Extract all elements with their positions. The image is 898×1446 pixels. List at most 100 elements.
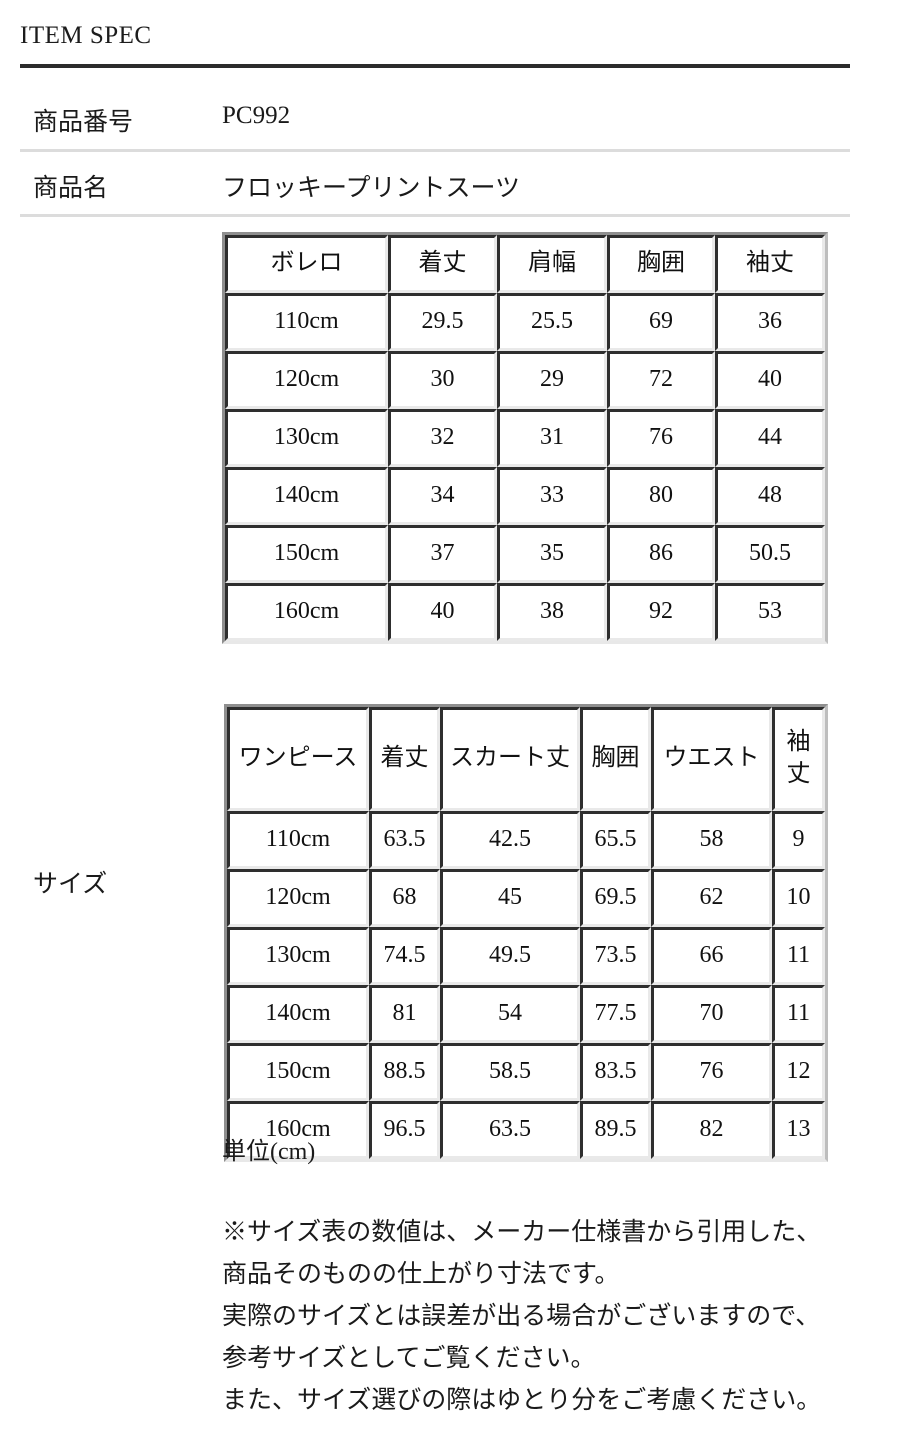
table-cell: 12 [772, 1043, 825, 1101]
table-row: 130cm 74.5 49.5 73.5 66 11 [227, 927, 825, 985]
table-cell: 54 [440, 985, 580, 1043]
table-cell: 38 [497, 583, 607, 641]
table-header-cell: 袖丈 [715, 235, 825, 293]
table-cell: 50.5 [715, 525, 825, 583]
table-header-cell: 着丈 [369, 707, 440, 811]
header-divider-thick [20, 64, 850, 68]
table-cell: 120cm [225, 351, 388, 409]
table-header-cell: ボレロ [225, 235, 388, 293]
footnote-line: ※サイズ表の数値は、メーカー仕様書から引用した、商品そのものの仕上がり寸法です。 [222, 1219, 822, 1288]
table-cell: 160cm [227, 1101, 369, 1159]
spec-row-divider-1 [20, 149, 850, 152]
table-row: 130cm 32 31 76 44 [225, 409, 825, 467]
table-cell: 42.5 [440, 811, 580, 869]
table-cell: 44 [715, 409, 825, 467]
table-cell: 49.5 [440, 927, 580, 985]
table-cell: 65.5 [580, 811, 651, 869]
table-cell: 63.5 [369, 811, 440, 869]
table-row: 140cm 81 54 77.5 70 11 [227, 985, 825, 1043]
table-cell: 29 [497, 351, 607, 409]
table-header-cell: 胸囲 [607, 235, 715, 293]
footnote-line: 実際のサイズとは誤差が出る場合がございますので、参考サイズとしてご覧ください。 [222, 1303, 821, 1372]
table-cell: 76 [651, 1043, 772, 1101]
table-cell: 62 [651, 869, 772, 927]
table-cell: 13 [772, 1101, 825, 1159]
table-cell: 73.5 [580, 927, 651, 985]
table-cell: 74.5 [369, 927, 440, 985]
table-cell: 70 [651, 985, 772, 1043]
table-header-cell: ワンピース [227, 707, 369, 811]
table-cell: 63.5 [440, 1101, 580, 1159]
table-cell: 69 [607, 293, 715, 351]
table-header-cell: 袖丈 [772, 707, 825, 811]
table-cell: 72 [607, 351, 715, 409]
table-row: 150cm 88.5 58.5 83.5 76 12 [227, 1043, 825, 1101]
table-cell: 35 [497, 525, 607, 583]
table-cell: 130cm [225, 409, 388, 467]
table-cell: 88.5 [369, 1043, 440, 1101]
table-cell: 58.5 [440, 1043, 580, 1101]
table-row: 120cm 30 29 72 40 [225, 351, 825, 409]
table-row: 110cm 29.5 25.5 69 36 [225, 293, 825, 351]
table-cell: 83.5 [580, 1043, 651, 1101]
table-cell: 82 [651, 1101, 772, 1159]
table-header-cell: スカート丈 [440, 707, 580, 811]
table-row: 140cm 34 33 80 48 [225, 467, 825, 525]
table-cell: 89.5 [580, 1101, 651, 1159]
table-cell: 33 [497, 467, 607, 525]
table-row: 120cm 68 45 69.5 62 10 [227, 869, 825, 927]
spec-label-product-code: 商品番号 [33, 109, 134, 136]
table-cell: 11 [772, 927, 825, 985]
table-header-cell: 肩幅 [497, 235, 607, 293]
table-cell: 40 [715, 351, 825, 409]
size-table-onepiece: ワンピース 着丈 スカート丈 胸囲 ウエスト 袖丈 110cm 63.5 42.… [224, 704, 828, 1162]
table-cell: 53 [715, 583, 825, 641]
table-cell: 110cm [225, 293, 388, 351]
size-table-bolero: ボレロ 着丈 肩幅 胸囲 袖丈 110cm 29.5 25.5 69 36 12… [222, 232, 828, 644]
table-cell: 76 [607, 409, 715, 467]
table-cell: 140cm [227, 985, 369, 1043]
spec-row-divider-2 [20, 214, 850, 217]
table-cell: 48 [715, 467, 825, 525]
table-row: 160cm 40 38 92 53 [225, 583, 825, 641]
table-cell: 160cm [225, 583, 388, 641]
table-cell: 68 [369, 869, 440, 927]
table-header-cell: 着丈 [388, 235, 497, 293]
table-cell: 110cm [227, 811, 369, 869]
table-header-row: ワンピース 着丈 スカート丈 胸囲 ウエスト 袖丈 [227, 707, 825, 811]
footnote-line: また、サイズ選びの際はゆとり分をご考慮ください。 [222, 1387, 822, 1414]
table-cell: 120cm [227, 869, 369, 927]
table-cell: 81 [369, 985, 440, 1043]
table-cell: 37 [388, 525, 497, 583]
table-header-row: ボレロ 着丈 肩幅 胸囲 袖丈 [225, 235, 825, 293]
table-cell: 31 [497, 409, 607, 467]
table-cell: 40 [388, 583, 497, 641]
table-cell: 36 [715, 293, 825, 351]
table-row: 110cm 63.5 42.5 65.5 58 9 [227, 811, 825, 869]
page-title: ITEM SPEC [20, 22, 152, 49]
table-row: 150cm 37 35 86 50.5 [225, 525, 825, 583]
table-cell: 34 [388, 467, 497, 525]
table-cell: 96.5 [369, 1101, 440, 1159]
table-cell: 11 [772, 985, 825, 1043]
unit-note: 単位(cm) [222, 1139, 316, 1165]
table-cell: 30 [388, 351, 497, 409]
spec-label-product-name: 商品名 [33, 175, 109, 202]
table-cell: 29.5 [388, 293, 497, 351]
spec-label-size: サイズ [33, 871, 108, 898]
table-cell: 130cm [227, 927, 369, 985]
table-cell: 66 [651, 927, 772, 985]
table-cell: 69.5 [580, 869, 651, 927]
table-cell: 140cm [225, 467, 388, 525]
table-cell: 86 [607, 525, 715, 583]
table-header-cell: ウエスト [651, 707, 772, 811]
table-row: 160cm 96.5 63.5 89.5 82 13 [227, 1101, 825, 1159]
spec-value-product-code: PC992 [222, 102, 291, 129]
table-cell: 45 [440, 869, 580, 927]
table-cell: 25.5 [497, 293, 607, 351]
table-cell: 92 [607, 583, 715, 641]
footnote: ※サイズ表の数値は、メーカー仕様書から引用した、商品そのものの仕上がり寸法です。… [222, 1212, 822, 1422]
table-cell: 9 [772, 811, 825, 869]
table-cell: 150cm [227, 1043, 369, 1101]
table-cell: 80 [607, 467, 715, 525]
